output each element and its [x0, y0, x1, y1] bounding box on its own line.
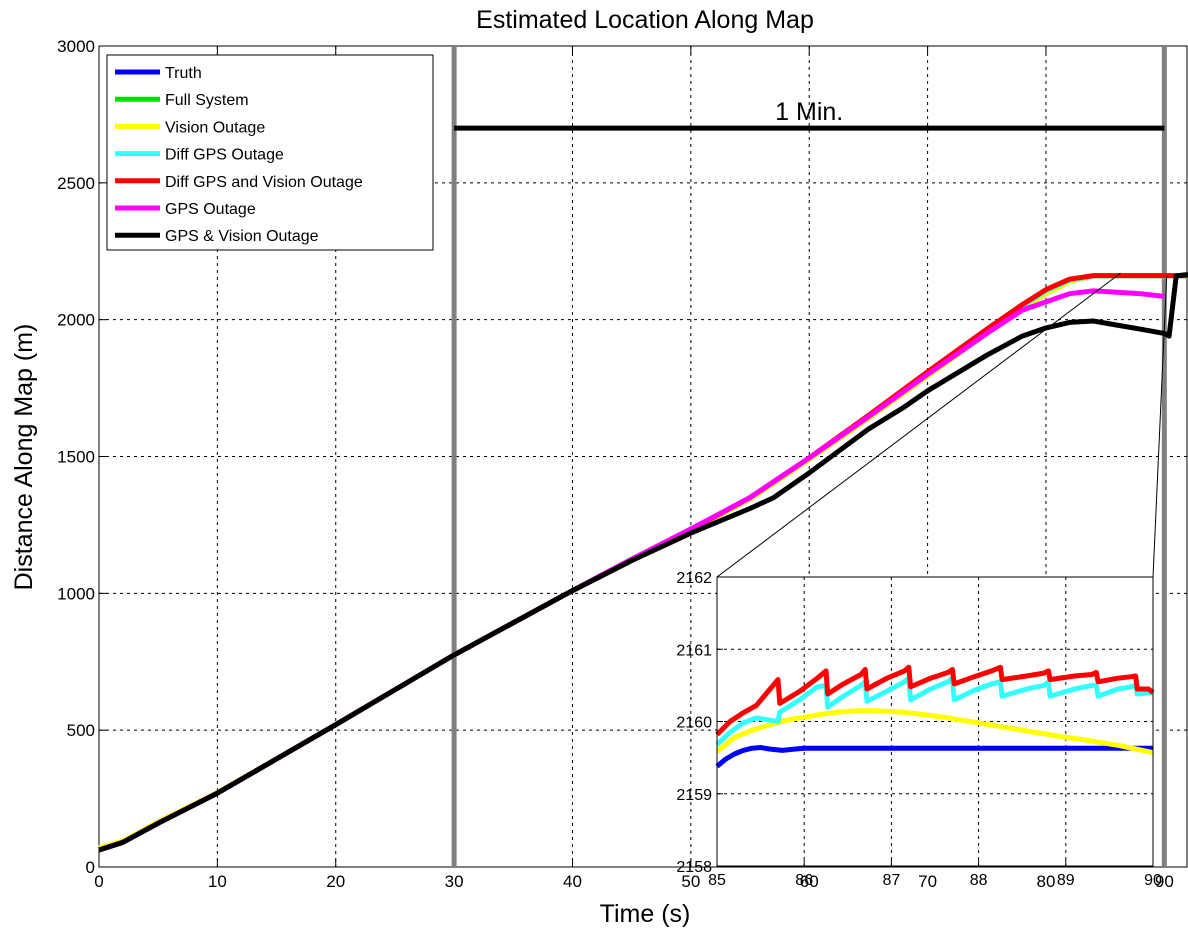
- inset-series-line-diff-gps-outage: [715, 675, 1153, 747]
- legend-entry-truth: Truth: [165, 65, 202, 82]
- legend-box: [106, 54, 434, 251]
- legend-entry-diff-gps-outage: Diff GPS Outage: [165, 147, 284, 164]
- x-tick-label: 10: [208, 872, 227, 891]
- legend: Truth Full System Vision Outage Diff GPS Ou…: [106, 54, 434, 251]
- inset-y-tick-label: 2158: [676, 859, 712, 876]
- inset-y-tick-label: 2161: [676, 642, 712, 659]
- x-tick-label: 90: [1155, 872, 1174, 891]
- zoom-connector-line: [716, 272, 1121, 578]
- y-axis-label: Distance Along Map (m): [10, 324, 38, 591]
- main-series: [98, 272, 1188, 853]
- inset-x-tick-label: 89: [1057, 872, 1075, 889]
- series-line-gps-vision-outage: [98, 272, 1188, 853]
- one-minute-label: 1 Min.: [775, 98, 843, 126]
- main-plot-border: [98, 45, 1188, 868]
- main-tick-labels: 0 10 20 30 40 50 60 70 80 90 0 500 1000 1500 2000 2500 3…: [57, 37, 1174, 891]
- y-tick-label: 1500: [57, 448, 95, 467]
- zoom-connector-lines: [716, 272, 1168, 578]
- x-tick-label: 80: [1036, 872, 1055, 891]
- x-tick-label: 60: [800, 872, 819, 891]
- y-tick-label: 1000: [57, 584, 95, 603]
- inset-y-tick-label: 2162: [676, 570, 712, 587]
- legend-entry-gps-vision-outage: GPS & Vision Outage: [165, 228, 319, 245]
- y-tick-label: 3000: [57, 37, 95, 56]
- inset-x-tick-label: 88: [970, 872, 988, 889]
- inset-border: [716, 576, 1154, 867]
- inset-x-tick-label: 86: [795, 872, 813, 889]
- inset-series-line-vision-outage: [715, 708, 1154, 756]
- inset-chart: 85 86 87 88 89 90 2158 2159 2160 2161 2162: [676, 570, 1162, 889]
- inset-x-tick-label: 90: [1144, 872, 1162, 889]
- y-tick-label: 0: [86, 858, 95, 877]
- inset-y-tick-label: 2160: [676, 715, 712, 732]
- legend-entry-vision-outage: Vision Outage: [165, 119, 265, 136]
- inset-series-line-truth: [715, 745, 1153, 769]
- x-axis-label: Time (s): [600, 900, 691, 928]
- y-tick-label: 500: [67, 721, 95, 740]
- x-tick-label: 30: [445, 872, 464, 891]
- y-tick-label: 2500: [57, 174, 95, 193]
- chart-title: Estimated Location Along Map: [476, 6, 814, 34]
- inset-series-line-diff-gps-and-vision-outage: [715, 664, 1155, 737]
- x-tick-label: 0: [94, 872, 103, 891]
- x-tick-label: 50: [681, 872, 700, 891]
- y-tick-label: 2000: [57, 311, 95, 330]
- inset-x-tick-label: 85: [708, 872, 726, 889]
- legend-entry-diff-gps-and-vision-outage: Diff GPS and Vision Outage: [165, 174, 363, 191]
- main-annotations: 1 Min.: [451, 46, 1167, 867]
- x-tick-label: 20: [326, 872, 345, 891]
- inset-x-tick-label: 87: [883, 872, 901, 889]
- zoom-connector-line: [1152, 275, 1168, 578]
- x-tick-label: 40: [563, 872, 582, 891]
- legend-entry-gps-outage: GPS Outage: [165, 201, 256, 218]
- x-tick-label: 70: [918, 872, 937, 891]
- legend-entry-full-system: Full System: [165, 92, 249, 109]
- inset-y-tick-label: 2159: [676, 787, 712, 804]
